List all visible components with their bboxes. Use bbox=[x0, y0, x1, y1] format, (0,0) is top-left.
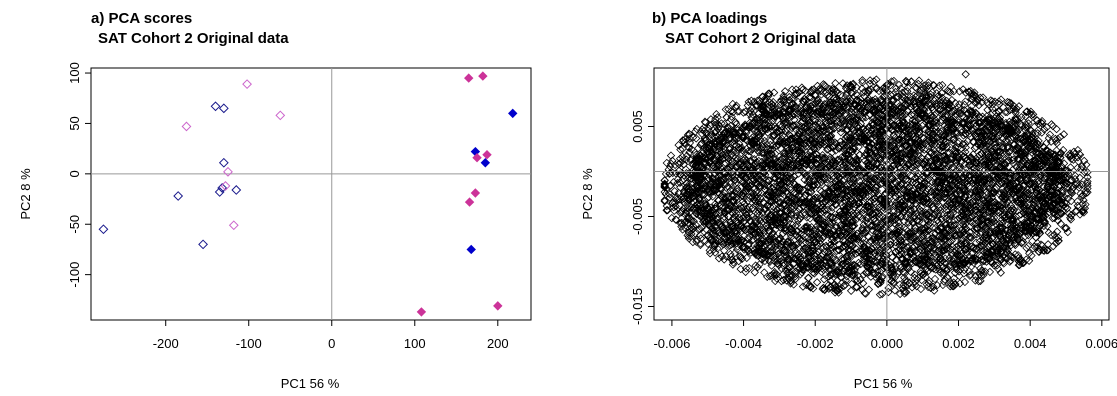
loadings-x-label: PC1 56 % bbox=[854, 376, 913, 391]
loadings-x-tick-label: 0.006 bbox=[1086, 336, 1117, 351]
score-point bbox=[181, 121, 192, 132]
score-point bbox=[217, 183, 228, 193]
scores-y-label: PC2 8 % bbox=[18, 168, 33, 220]
scores-y-tick-label: 50 bbox=[67, 116, 82, 130]
scores-x-tick-label: 0 bbox=[328, 336, 335, 351]
score-point bbox=[214, 187, 225, 197]
scores-x-tick-label: 200 bbox=[487, 336, 509, 351]
scores-x-label: PC1 56 % bbox=[281, 376, 340, 391]
loadings-x-tick-label: 0.004 bbox=[1014, 336, 1047, 351]
score-point bbox=[210, 101, 221, 112]
score-point bbox=[464, 197, 475, 207]
loadings-plot-frame bbox=[653, 67, 1110, 321]
score-point bbox=[478, 71, 488, 81]
scores-y-tick-label: -100 bbox=[67, 262, 82, 288]
score-point bbox=[508, 108, 518, 119]
score-point bbox=[218, 103, 229, 114]
score-point bbox=[228, 220, 239, 231]
scores-y-tick-label: 100 bbox=[67, 62, 82, 84]
score-point bbox=[218, 157, 229, 168]
score-point bbox=[231, 185, 242, 195]
scores-x-tick-label: -200 bbox=[153, 336, 179, 351]
loadings-y-tick-label: -0.005 bbox=[630, 198, 645, 235]
score-point bbox=[198, 239, 208, 250]
scores-plot-frame bbox=[90, 67, 532, 321]
scores-subtitle: SAT Cohort 2 Original data bbox=[98, 30, 289, 47]
score-point bbox=[493, 301, 503, 311]
loading-points bbox=[660, 70, 1092, 299]
loadings-y-tick-label: -0.015 bbox=[630, 288, 645, 325]
loadings-y-tick-label: 0.005 bbox=[630, 110, 645, 143]
loadings-y-label: PC2 8 % bbox=[580, 168, 595, 220]
loadings-marks bbox=[654, 68, 1109, 320]
loadings-axes: -0.006 -0.004 -0.002 0.000 0.002 0.004 0.006 0.… bbox=[630, 110, 1117, 351]
loadings-x-tick-label: -0.004 bbox=[725, 336, 762, 351]
scores-x-tick-label: -100 bbox=[236, 336, 262, 351]
score-point bbox=[480, 158, 491, 168]
score-point bbox=[466, 244, 476, 255]
loadings-subtitle: SAT Cohort 2 Original data bbox=[665, 30, 856, 47]
score-point bbox=[220, 181, 231, 191]
score-point bbox=[470, 188, 481, 198]
score-point bbox=[242, 79, 252, 90]
scores-x-tick-label: 100 bbox=[404, 336, 426, 351]
loadings-x-tick-label: 0.000 bbox=[871, 336, 904, 351]
loadings-panel: b) PCA loadings SAT Cohort 2 Original da… bbox=[580, 10, 1117, 391]
scores-axes: -200 -100 0 100 200 100 50 0 -50 -100 bbox=[67, 62, 509, 351]
score-point bbox=[482, 149, 492, 160]
loadings-x-tick-label: -0.006 bbox=[653, 336, 690, 351]
scores-title: a) PCA scores bbox=[91, 10, 192, 27]
loadings-title: b) PCA loadings bbox=[652, 10, 767, 27]
score-point bbox=[416, 307, 427, 317]
scores-marks bbox=[91, 68, 531, 320]
scores-panel: a) PCA scores SAT Cohort 2 Original data… bbox=[18, 10, 532, 391]
scores-y-tick-label: 0 bbox=[67, 170, 82, 177]
score-point bbox=[173, 191, 184, 201]
loadings-x-tick-label: 0.002 bbox=[942, 336, 975, 351]
score-point bbox=[223, 166, 233, 177]
score-point bbox=[98, 224, 109, 235]
scores-y-tick-label: -50 bbox=[67, 215, 82, 234]
score-point bbox=[464, 73, 474, 83]
score-point bbox=[275, 110, 286, 121]
score-point bbox=[472, 153, 482, 163]
loadings-x-tick-label: -0.002 bbox=[797, 336, 834, 351]
